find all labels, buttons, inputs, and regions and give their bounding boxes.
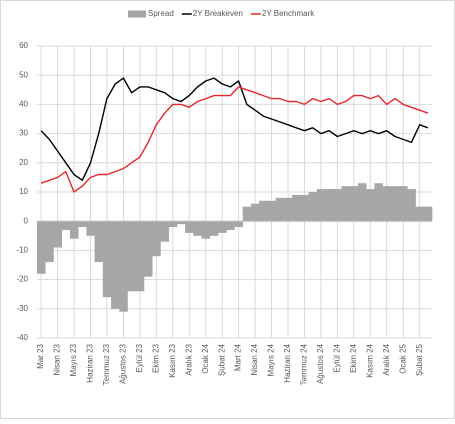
spread-bar [308, 192, 318, 222]
spread-bar [259, 200, 268, 222]
spread-bar [152, 221, 161, 257]
spread-bar [390, 186, 400, 222]
spread-bar [292, 194, 301, 222]
spread-bar [185, 221, 194, 233]
spread-bar [135, 221, 145, 292]
spread-bar [300, 194, 309, 222]
x-tick-label: Nisan 24 [250, 343, 259, 375]
x-tick-label: Ağustos 24 [316, 343, 325, 384]
y-tick-label: 0 [24, 216, 29, 225]
spread-bar [78, 221, 87, 228]
spread-bar [86, 221, 95, 236]
legend-label: Spread [148, 9, 174, 18]
spread-bar [341, 186, 351, 222]
x-tick-label: Kasım 23 [168, 343, 177, 377]
spread-bar [176, 221, 186, 225]
spread-bar [94, 221, 104, 263]
y-tick-label: -20 [16, 275, 28, 284]
spread-bar [127, 221, 137, 292]
spread-bar [61, 221, 71, 230]
spread-bar [283, 197, 293, 222]
spread-bar [399, 186, 408, 222]
y-tick-label: -40 [16, 333, 28, 342]
spread-bar [193, 221, 202, 236]
x-tick-label: Mar 23 [36, 343, 45, 368]
x-tick-label: Şubat 24 [217, 343, 226, 376]
spread-bar [382, 186, 392, 222]
y-tick-label: 60 [19, 41, 28, 50]
x-tick-label: Ocak 25 [398, 343, 407, 373]
spread-bar [267, 200, 276, 222]
spread-bar [209, 221, 219, 236]
x-tick-label: Haziran 24 [283, 343, 292, 382]
spread-bar [69, 221, 79, 239]
spread-bar [275, 197, 285, 222]
y-tick-label: -10 [16, 246, 28, 255]
x-tick-label: Temmuz 24 [300, 343, 309, 385]
y-tick-label: 50 [19, 70, 28, 79]
spread-bar [218, 221, 227, 233]
series-line [40, 86, 429, 193]
spread-bar [349, 186, 359, 222]
x-tick-label: Nisan 23 [53, 343, 62, 375]
x-tick-label: Eylül 23 [135, 343, 144, 372]
spread-bar [160, 221, 169, 242]
spread-bar [325, 189, 334, 222]
spread-bar [423, 206, 433, 222]
spread-bar [111, 221, 120, 309]
y-tick-label: 10 [19, 187, 28, 196]
spread-bar [407, 189, 416, 222]
spread-bar [250, 203, 260, 222]
spread-bar [415, 206, 425, 222]
x-tick-label: Haziran 23 [86, 343, 95, 382]
x-tick-label: Mayıs 24 [267, 343, 276, 376]
x-tick-label: Kasım 24 [365, 343, 374, 377]
spread-bar [53, 221, 62, 248]
spread-bar [316, 189, 326, 222]
legend-label: 2Y Breakeven [193, 9, 243, 18]
spread-bar [119, 221, 128, 312]
x-tick-label: Aralık 23 [184, 343, 193, 375]
y-tick-label: 40 [19, 100, 28, 109]
x-tick-label: Ekim 24 [349, 343, 358, 372]
x-tick-label: Şubat 25 [415, 343, 424, 376]
x-tick-label: Temmuz 23 [102, 343, 111, 385]
spread-bar [366, 189, 375, 222]
x-tick-label: Eylül 24 [332, 343, 341, 372]
spread-bar [45, 221, 54, 263]
spread-bar [357, 183, 367, 222]
spread-bar [143, 221, 153, 277]
y-tick-label: -30 [16, 304, 28, 313]
x-tick-label: Mart 24 [234, 343, 243, 371]
legend-swatch [128, 10, 146, 18]
spread-bar [242, 206, 252, 222]
x-tick-label: Ocak 24 [201, 343, 210, 373]
spread-bar [37, 221, 46, 274]
legend-label: 2Y Benchmark [262, 9, 315, 18]
spread-bar [234, 221, 244, 228]
spread-bar [374, 183, 383, 222]
y-tick-label: 30 [19, 129, 28, 138]
x-tick-label: Ekim 23 [151, 343, 160, 372]
spread-bar [102, 221, 112, 298]
spread-bar [226, 221, 235, 230]
x-tick-label: Mayıs 23 [69, 343, 78, 376]
series-line [40, 77, 429, 181]
spread-bar [333, 189, 342, 222]
x-tick-label: Aralık 24 [382, 343, 391, 375]
spread-bar [201, 221, 211, 239]
x-tick-label: Ağustos 23 [119, 343, 128, 384]
y-tick-label: 20 [19, 158, 28, 167]
spread-bar [168, 221, 178, 228]
